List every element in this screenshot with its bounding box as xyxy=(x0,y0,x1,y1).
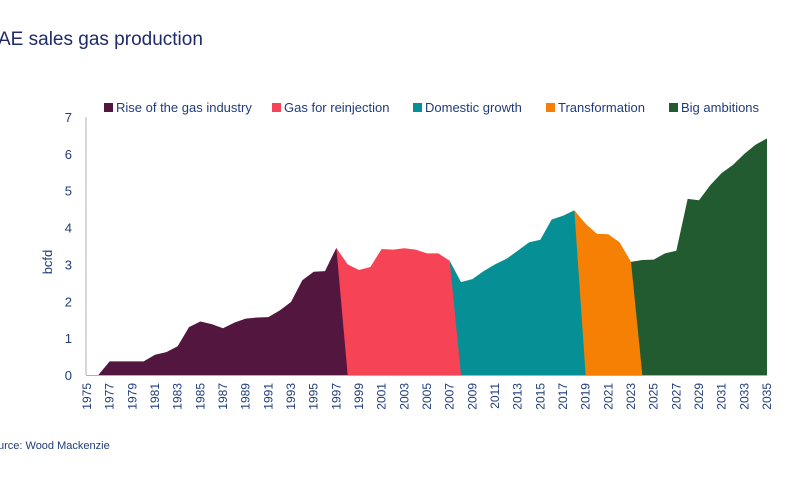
x-tick-label: 1983 xyxy=(171,383,185,410)
x-tick-label: 1981 xyxy=(148,383,162,410)
area-series-1 xyxy=(98,247,348,375)
source-note: urce: Wood Mackenzie xyxy=(0,440,110,452)
legend-label: Gas for reinjection xyxy=(284,100,390,115)
y-tick-label: 3 xyxy=(65,257,72,272)
legend-label: Transformation xyxy=(558,100,645,115)
x-tick-label: 2031 xyxy=(715,383,729,410)
y-tick-label: 0 xyxy=(65,368,72,383)
x-tick-label: 2021 xyxy=(601,383,615,410)
y-tick-label: 4 xyxy=(65,221,72,236)
y-tick-label: 6 xyxy=(65,147,72,162)
x-tick-label: 1989 xyxy=(239,383,253,410)
legend-swatch xyxy=(546,103,555,112)
x-tick-label: 2023 xyxy=(624,383,638,410)
legend-swatch xyxy=(669,103,678,112)
y-tick-label: 7 xyxy=(65,110,72,125)
x-tick-label: 2035 xyxy=(760,383,774,410)
area-series-2 xyxy=(336,247,461,375)
y-tick-label: 5 xyxy=(65,184,72,199)
x-tick-label: 2017 xyxy=(556,383,570,410)
legend-label: Big ambitions xyxy=(681,100,760,115)
chart-title: AE sales gas production xyxy=(0,29,203,50)
x-tick-label: 1979 xyxy=(125,383,139,410)
legend-swatch xyxy=(413,103,422,112)
y-tick-label: 2 xyxy=(65,294,72,309)
area-series-4 xyxy=(574,210,643,375)
x-tick-label: 1987 xyxy=(216,383,230,410)
x-tick-label: 1975 xyxy=(80,383,94,410)
x-tick-label: 2029 xyxy=(692,383,706,410)
x-tick-label: 2013 xyxy=(511,383,525,410)
area-series-3 xyxy=(449,210,586,375)
x-tick-label: 2007 xyxy=(443,383,457,410)
x-tick-label: 2009 xyxy=(465,383,479,410)
y-tick-label: 1 xyxy=(65,331,72,346)
x-tick-label: 2025 xyxy=(647,383,661,410)
x-tick-label: 1995 xyxy=(307,383,321,410)
x-tick-label: 1977 xyxy=(103,383,117,410)
x-tick-label: 1997 xyxy=(329,383,343,410)
x-tick-label: 2027 xyxy=(669,383,683,410)
x-tick-label: 2005 xyxy=(420,383,434,410)
x-tick-label: 2003 xyxy=(397,383,411,410)
legend-label: Rise of the gas industry xyxy=(116,100,252,115)
legend-label: Domestic growth xyxy=(425,100,522,115)
x-tick-label: 2011 xyxy=(488,383,502,409)
legend-swatch xyxy=(272,103,281,112)
x-tick-label: 2015 xyxy=(533,383,547,410)
y-axis-label: bcfd xyxy=(40,250,55,275)
x-tick-label: 1985 xyxy=(193,383,207,410)
legend-swatch xyxy=(104,103,113,112)
x-tick-label: 1999 xyxy=(352,383,366,410)
x-tick-label: 2019 xyxy=(579,383,593,410)
x-tick-label: 1991 xyxy=(261,383,275,410)
area-series-5 xyxy=(631,138,767,375)
x-tick-label: 2033 xyxy=(737,383,751,410)
x-tick-label: 1993 xyxy=(284,383,298,410)
x-tick-label: 2001 xyxy=(375,383,389,410)
